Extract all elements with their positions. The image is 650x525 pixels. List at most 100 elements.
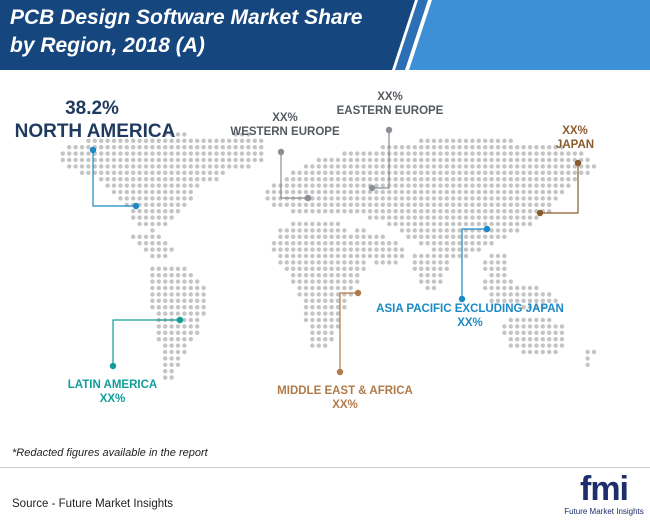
map-dot: [163, 177, 168, 182]
map-dot: [515, 337, 520, 342]
map-dot: [521, 151, 526, 156]
map-dot: [412, 177, 417, 182]
map-dot: [163, 164, 168, 169]
map-dot: [150, 241, 155, 246]
map-dot: [463, 189, 469, 195]
map-dot: [431, 273, 437, 278]
map-dot: [489, 164, 494, 169]
map-dot: [444, 247, 449, 252]
map-dot: [342, 157, 347, 163]
map-dot: [451, 157, 456, 163]
asia-pacific-value: XX%: [457, 317, 483, 329]
map-dot: [463, 157, 469, 163]
map-dot: [547, 330, 552, 335]
map-dot: [355, 189, 360, 195]
map-dot: [348, 189, 353, 195]
map-dot: [201, 145, 206, 150]
map-dot: [495, 215, 501, 220]
map-dot: [425, 241, 430, 246]
map-dot: [195, 183, 200, 188]
map-dot: [470, 215, 475, 220]
map-dot: [457, 189, 462, 195]
map-dot: [291, 228, 296, 233]
map-dot: [515, 145, 520, 150]
map-dot: [323, 209, 328, 214]
map-dot: [111, 189, 117, 195]
map-dot: [585, 356, 590, 361]
map-dot: [463, 247, 469, 252]
map-dot: [508, 298, 513, 303]
map-dot: [342, 209, 347, 214]
map-dot: [495, 138, 501, 143]
map-dot: [182, 189, 187, 195]
map-dot: [323, 317, 328, 323]
map-dot: [303, 183, 309, 188]
map-dot: [291, 209, 296, 214]
map-dot: [342, 177, 347, 182]
map-dot: [60, 151, 65, 156]
map-dot: [92, 170, 98, 175]
map-dot: [355, 164, 360, 169]
map-dot: [553, 196, 558, 201]
map-dot: [323, 279, 328, 284]
map-dot: [284, 260, 289, 265]
map-dot: [323, 170, 328, 175]
map-dot: [79, 145, 85, 150]
map-dot: [476, 164, 481, 169]
map-dot: [419, 202, 424, 207]
map-dot: [323, 324, 328, 329]
map-dot: [451, 164, 456, 169]
map-dot: [105, 164, 110, 169]
map-dot: [284, 202, 289, 207]
map-dot: [195, 164, 200, 169]
map-dot: [163, 375, 168, 380]
map-dot: [310, 330, 315, 335]
map-dot: [489, 298, 494, 303]
map-dot: [105, 138, 110, 143]
map-dot: [342, 253, 347, 259]
map-dot: [431, 215, 437, 220]
map-dot: [252, 157, 257, 163]
map-dot: [342, 189, 347, 195]
map-dot: [188, 305, 193, 310]
map-dot: [348, 266, 353, 271]
map-dot: [310, 189, 315, 195]
map-dot: [150, 215, 155, 220]
map-dot: [329, 228, 334, 233]
map-dot: [214, 170, 219, 175]
map-dot: [483, 164, 488, 169]
map-dot: [79, 157, 85, 163]
map-dot: [374, 202, 379, 207]
map-dot: [374, 151, 379, 156]
map-dot: [310, 305, 315, 310]
map-dot: [495, 234, 501, 239]
map-dot: [79, 164, 85, 169]
map-dot: [297, 202, 302, 207]
map-dot: [310, 279, 315, 284]
map-dot: [316, 260, 321, 265]
map-dot: [521, 202, 526, 207]
map-dot: [118, 183, 123, 188]
map-dot: [188, 285, 193, 291]
map-dot: [483, 221, 488, 227]
map-dot: [169, 330, 174, 335]
map-dot: [278, 183, 283, 188]
map-dot: [131, 189, 136, 195]
map-dot: [239, 151, 245, 156]
map-dot: [111, 170, 117, 175]
map-dot: [521, 305, 526, 310]
map-dot: [444, 157, 449, 163]
source-text: Source - Future Market Insights: [12, 498, 174, 510]
map-dot: [182, 202, 187, 207]
map-dot: [367, 209, 373, 214]
map-dot: [489, 177, 494, 182]
map-dot: [463, 253, 469, 259]
eastern-europe-label: EASTERN EUROPE: [336, 105, 444, 117]
map-dot: [143, 247, 149, 252]
map-dot: [310, 247, 315, 252]
map-dot: [73, 157, 78, 163]
map-dot: [329, 279, 334, 284]
map-dot: [291, 221, 296, 227]
map-dot: [303, 241, 309, 246]
map-dot: [547, 298, 552, 303]
